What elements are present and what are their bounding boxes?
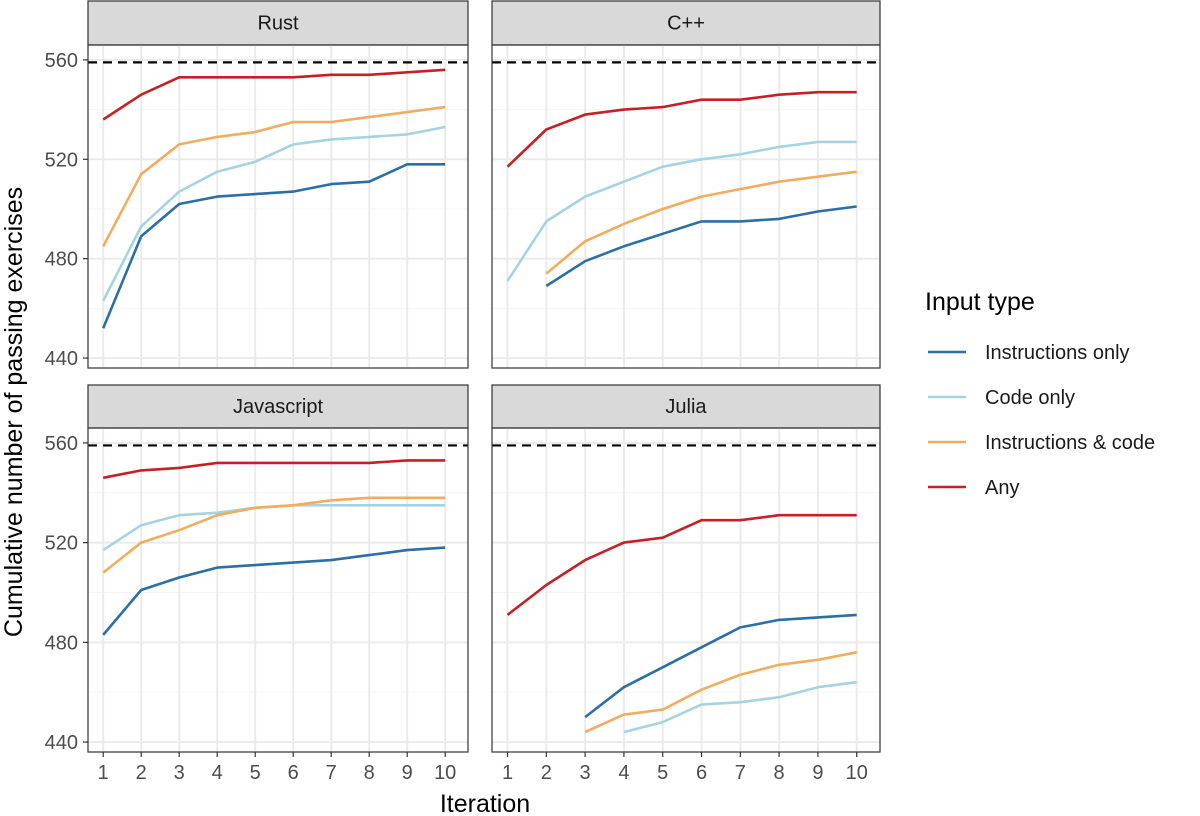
x-tick-label: 9 bbox=[402, 762, 413, 784]
x-tick-label: 1 bbox=[98, 762, 109, 784]
x-axis-title: Iteration bbox=[440, 790, 530, 816]
series-line-any bbox=[506, 90, 857, 168]
series-line-code-only bbox=[506, 140, 857, 282]
series-line-instructions-only bbox=[584, 613, 857, 719]
x-tick-label: 10 bbox=[846, 762, 868, 784]
x-tick-label: 10 bbox=[434, 762, 456, 784]
x-tick-label: 9 bbox=[812, 762, 823, 784]
series-line-any bbox=[102, 68, 446, 121]
x-tick-label: 4 bbox=[212, 762, 223, 784]
y-tick-label: 520 bbox=[45, 533, 78, 555]
panel-rust: Rust 440 480 520 560 bbox=[45, 0, 469, 370]
y-tick-label: 480 bbox=[45, 249, 78, 271]
x-tick-label: 5 bbox=[657, 762, 668, 784]
legend-item-code-only: Code only bbox=[928, 387, 1075, 409]
panel-title: Julia bbox=[665, 396, 707, 418]
panel-border bbox=[491, 44, 881, 369]
legend-title: Input type bbox=[925, 288, 1035, 316]
series-line-any bbox=[102, 459, 446, 480]
legend-entries: Instructions only Code only Instructions &… bbox=[928, 342, 1155, 499]
y-tick-label: 440 bbox=[45, 348, 78, 370]
series-line-instructions-only bbox=[545, 205, 857, 288]
y-tick-label: 480 bbox=[45, 632, 78, 654]
x-tick-label: 4 bbox=[618, 762, 629, 784]
panel-title: Javascript bbox=[233, 396, 323, 418]
panel-strip bbox=[87, 0, 469, 46]
panels: Rust440480520560C++Javascript44048052056… bbox=[45, 0, 881, 784]
panel-strip bbox=[491, 0, 881, 46]
x-tick-label: 8 bbox=[774, 762, 785, 784]
legend-label: Any bbox=[985, 477, 1019, 499]
panel-title: C++ bbox=[667, 13, 705, 35]
panel-julia: Julia 1 2 3 4 5 6 7 8 9 10 bbox=[491, 384, 881, 784]
series-line-instructions-and-code bbox=[545, 170, 857, 275]
panel-cpp: C++ bbox=[491, 0, 881, 369]
x-tick-label: 1 bbox=[502, 762, 513, 784]
series-line-instructions-and-code bbox=[102, 496, 446, 574]
x-tick-label: 6 bbox=[288, 762, 299, 784]
series-line-code-only bbox=[102, 125, 446, 302]
legend-item-instructions-only: Instructions only bbox=[928, 342, 1130, 364]
panel-strip bbox=[87, 384, 469, 429]
panel-border bbox=[87, 44, 469, 369]
series-line-code-only bbox=[623, 680, 857, 734]
legend-label: Code only bbox=[985, 387, 1075, 409]
legend-label: Instructions & code bbox=[985, 432, 1155, 454]
x-tick-label: 5 bbox=[250, 762, 261, 784]
legend-item-instructions-and-code: Instructions & code bbox=[928, 432, 1155, 454]
y-tick-label: 560 bbox=[45, 433, 78, 455]
x-tick-label: 7 bbox=[735, 762, 746, 784]
y-axis-title: Cumulative number of passing exercises bbox=[0, 187, 28, 637]
series-line-instructions-and-code bbox=[584, 651, 857, 734]
legend-label: Instructions only bbox=[985, 342, 1130, 364]
panel-strip bbox=[491, 384, 881, 429]
y-tick-label: 520 bbox=[45, 149, 78, 171]
x-tick-label: 3 bbox=[174, 762, 185, 784]
panel-javascript: Javascript 440 480 520 560 1 2 3 4 5 6 7 8 9 10 bbox=[45, 384, 469, 784]
series-line-any bbox=[506, 513, 857, 616]
x-tick-label: 8 bbox=[364, 762, 375, 784]
panel-border bbox=[491, 427, 881, 753]
series-line-instructions-and-code bbox=[102, 105, 446, 247]
x-tick-label: 3 bbox=[580, 762, 591, 784]
y-tick-label: 560 bbox=[45, 50, 78, 72]
y-tick-label: 440 bbox=[45, 732, 78, 754]
panel-border bbox=[87, 427, 469, 753]
series-line-instructions-only bbox=[101, 163, 446, 329]
x-tick-label: 7 bbox=[326, 762, 337, 784]
x-tick-label: 6 bbox=[696, 762, 707, 784]
panel-title: Rust bbox=[257, 13, 299, 35]
series-line-instructions-only bbox=[102, 546, 446, 636]
x-tick-label: 2 bbox=[136, 762, 147, 784]
legend-item-any: Any bbox=[928, 477, 1019, 499]
x-tick-label: 2 bbox=[541, 762, 552, 784]
